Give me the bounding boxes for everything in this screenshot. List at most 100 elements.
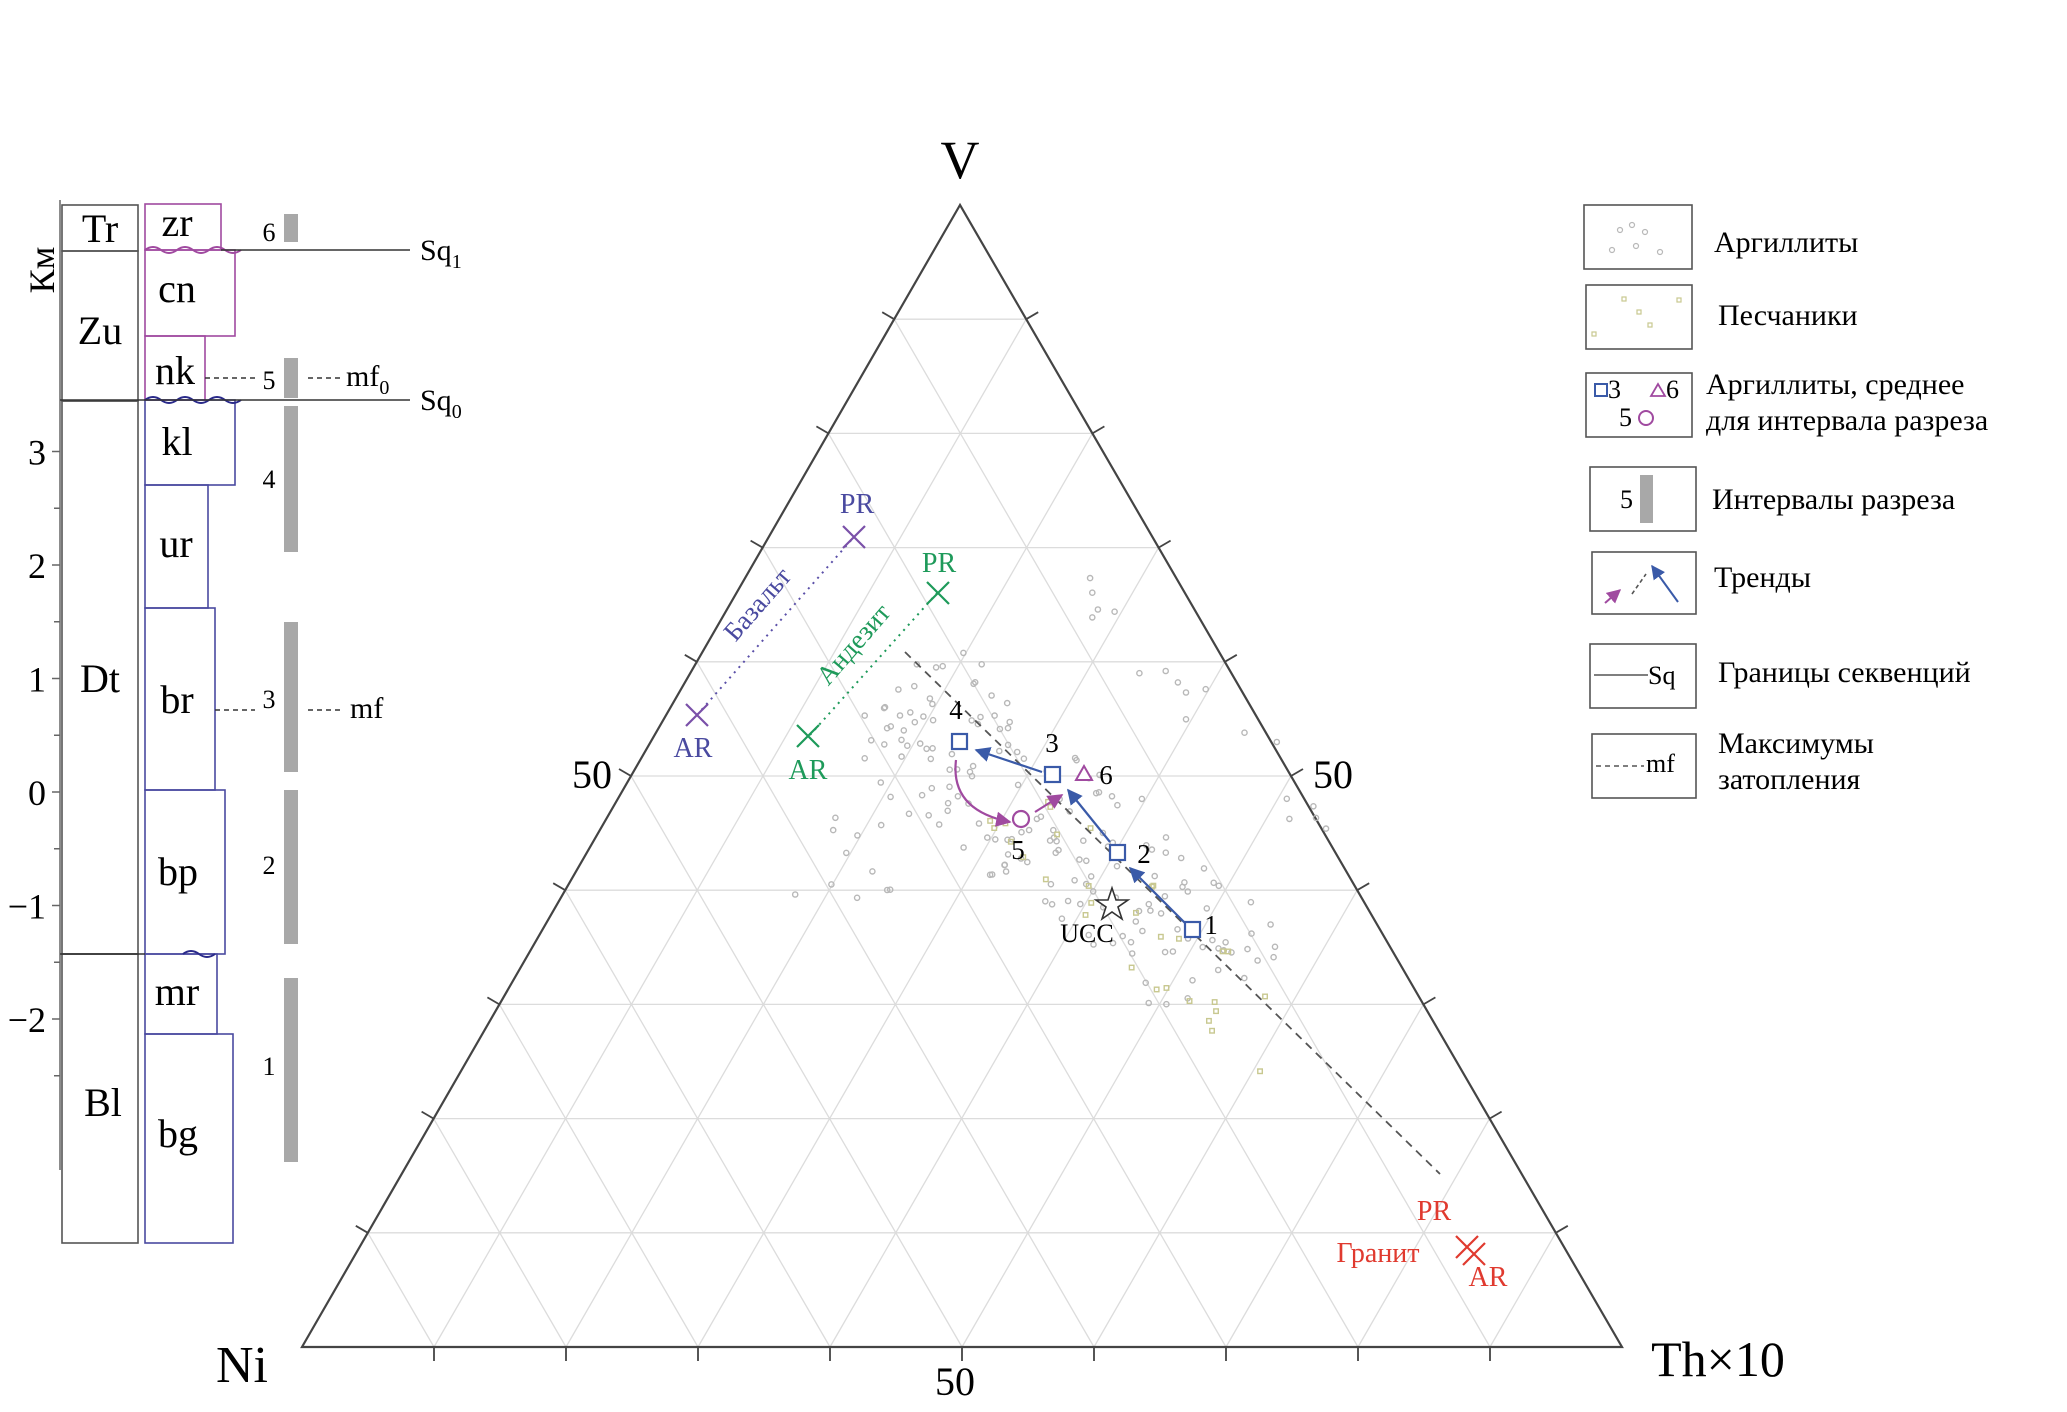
legend-circle-icon — [1638, 410, 1654, 426]
mudstone-sample — [1210, 879, 1217, 887]
mean-label-3: 3 — [1045, 728, 1059, 758]
mudstone-sample — [954, 793, 962, 800]
mudstone-sample — [1108, 793, 1116, 800]
mudstone-sample — [1202, 685, 1209, 693]
sandstone-sample — [1020, 854, 1027, 861]
andesite-label: Андезит — [810, 598, 896, 691]
group-bl: Bl — [84, 1080, 122, 1125]
legend-sandstone-dots — [1591, 296, 1682, 337]
trend-3-4 — [974, 747, 1043, 774]
mudstone-sample — [1142, 979, 1149, 987]
mudstone-sample — [905, 810, 913, 818]
sandstone-sample — [1219, 948, 1226, 955]
mudstone-sample — [1042, 898, 1049, 905]
mudstone-sample — [877, 821, 885, 829]
grid-line — [1357, 1118, 1491, 1348]
legend: 3 6 5 5 Sq mf Аргиллиты Песчаники Аргилл… — [1583, 204, 1988, 799]
depth-tick-label: −2 — [8, 1000, 46, 1040]
mudstone-sample — [881, 741, 888, 748]
mudstone-sample — [887, 793, 894, 801]
mudstone-sample — [895, 686, 902, 693]
mudstone-sample — [1064, 897, 1072, 905]
formation-br: br — [160, 677, 193, 722]
interval-3: 3 — [263, 685, 276, 714]
sandstone-sample — [1085, 883, 1092, 889]
ternary-diagram: V Ni Th×10 50 50 50 AR PR Базальт AR PR … — [216, 130, 1785, 1404]
basalt-pr-marker — [842, 525, 866, 549]
mudstone-sample — [1109, 939, 1117, 947]
sandstone-sample — [1087, 825, 1094, 832]
mean-label-2: 2 — [1137, 839, 1151, 869]
trend-5-3 — [1034, 794, 1064, 813]
mudstone-sample — [984, 834, 991, 841]
mudstone-sample — [883, 886, 891, 894]
mudstone-sample — [1058, 915, 1066, 923]
mudstone-sample — [1001, 861, 1008, 869]
grid-line — [893, 318, 1491, 1348]
sandstone-sample — [1042, 876, 1049, 883]
mudstone-sample — [1145, 900, 1153, 908]
legend-square-icon — [1594, 383, 1608, 397]
mudstone-sample — [1163, 1000, 1170, 1008]
mudstone-sample — [1174, 679, 1182, 686]
mudstone-sample — [1169, 948, 1177, 955]
mudstone-sample — [1099, 829, 1107, 837]
grid-line — [498, 1004, 699, 1348]
mudstone-samples — [791, 574, 1330, 1008]
sandstone-sample — [1186, 998, 1193, 1004]
mudstone-sample — [907, 709, 914, 716]
axis-tick — [750, 539, 764, 549]
mudstone-sample — [832, 814, 839, 822]
mudstone-sample — [992, 836, 999, 843]
granite-pr-label: PR — [1417, 1196, 1452, 1227]
axis-tick — [1158, 539, 1172, 549]
trend-2-3 — [1067, 788, 1111, 843]
grid-line — [1093, 889, 1358, 1348]
depth-tick-label: 3 — [28, 433, 46, 473]
axis-tick — [486, 996, 500, 1006]
mudstone-sample — [1148, 846, 1156, 853]
legend-maxflood-1: Максимумы — [1718, 727, 1874, 760]
depth-tick-label: 1 — [28, 660, 46, 700]
mudstone-sample — [1114, 801, 1121, 809]
mean-point-2 — [1108, 843, 1127, 862]
mudstone-sample — [1184, 888, 1192, 895]
interval-6: 6 — [263, 218, 276, 247]
mudstone-sample — [1089, 888, 1097, 895]
interval-bar-6 — [284, 214, 298, 242]
mudstone-sample — [1179, 883, 1186, 891]
mudstone-sample — [920, 713, 927, 720]
mudstone-sample — [977, 713, 984, 721]
depth-tick-label: 0 — [28, 773, 46, 813]
andesite-pr-label: PR — [922, 548, 957, 579]
mudstone-sample — [861, 755, 869, 762]
grid-line — [367, 1232, 435, 1348]
mudstone-sample — [904, 742, 911, 750]
mudstone-sample — [925, 812, 933, 819]
mudstone-sample — [898, 753, 905, 760]
mudstone-sample — [829, 826, 837, 834]
mudstone-sample — [968, 717, 976, 724]
mean-label-6: 6 — [1099, 760, 1113, 790]
mean-point-5 — [1011, 809, 1031, 829]
mudstone-sample — [932, 664, 940, 671]
mudstone-sample — [1161, 948, 1169, 956]
granite-label: Гранит — [1336, 1238, 1419, 1269]
sandstone-sample — [991, 825, 998, 831]
mudstone-sample — [986, 871, 994, 879]
mudstone-sample — [1209, 936, 1216, 944]
mudstone-sample — [880, 704, 888, 712]
grid-line — [961, 775, 1292, 1348]
axis-tick — [815, 425, 829, 435]
grid-line — [433, 1118, 567, 1348]
group-tr: Tr — [82, 206, 118, 251]
mudstone-sample — [1024, 858, 1031, 866]
mudstone-sample — [1322, 825, 1330, 832]
mudstone-sample — [1136, 669, 1143, 677]
mudstone-sample — [1271, 943, 1279, 951]
mean-label-1: 1 — [1204, 910, 1218, 940]
mudstone-sample — [1270, 953, 1277, 961]
mudstone-sample — [1161, 893, 1169, 900]
interval-bar-2 — [284, 790, 298, 944]
